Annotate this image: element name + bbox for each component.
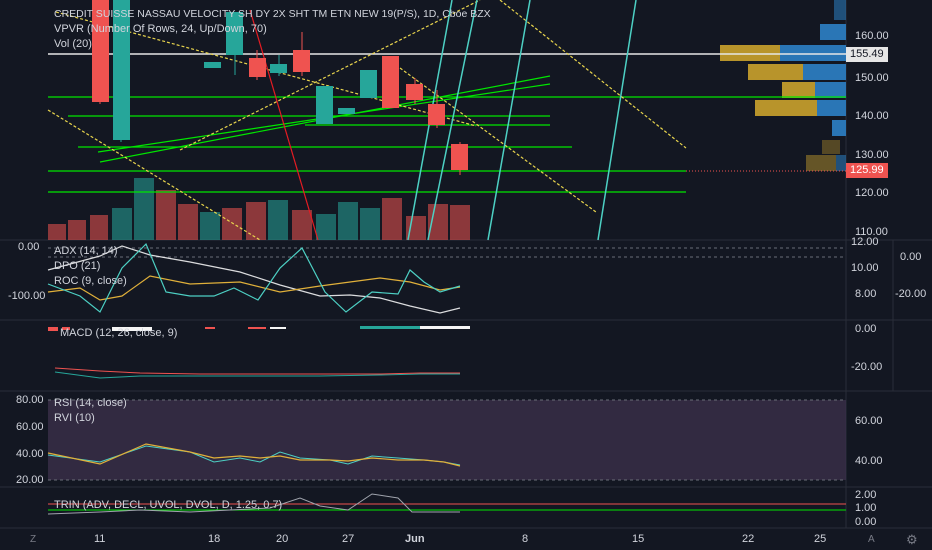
zoom-z-icon[interactable]: Z bbox=[30, 534, 37, 545]
candle bbox=[428, 104, 445, 125]
adx-pane bbox=[47, 242, 846, 314]
rsi-left-tick: 40.00 bbox=[16, 448, 44, 460]
rsi-right-tick: 40.00 bbox=[855, 455, 883, 467]
volume-bar bbox=[156, 190, 176, 240]
trin-line bbox=[47, 493, 460, 515]
price-tick: 150.00 bbox=[855, 72, 889, 84]
roc-line bbox=[47, 242, 461, 313]
rsi-pane bbox=[47, 399, 846, 481]
dpo-label[interactable]: DPO (21) bbox=[54, 260, 101, 272]
volume-bar bbox=[360, 208, 380, 240]
trin-right-tick: 0.00 bbox=[855, 516, 877, 528]
volume-bar bbox=[246, 202, 266, 240]
candle bbox=[204, 62, 221, 68]
rsi-label[interactable]: RSI (14, close) bbox=[54, 397, 127, 409]
time-tick: 18 bbox=[208, 533, 221, 545]
candle bbox=[249, 58, 266, 77]
time-tick: 27 bbox=[342, 533, 355, 545]
trin-right-tick: 1.00 bbox=[855, 502, 877, 514]
volume-bar bbox=[292, 210, 312, 240]
adx-right-tick: 8.00 bbox=[855, 288, 877, 300]
vpvr-histogram bbox=[720, 0, 846, 171]
gear-icon[interactable]: ⚙ bbox=[906, 532, 918, 547]
price-tick: 110.00 bbox=[855, 226, 888, 238]
time-tick: 15 bbox=[632, 533, 645, 545]
candle bbox=[382, 56, 399, 108]
volume-bar bbox=[48, 224, 66, 240]
horizontal-levels[interactable] bbox=[48, 96, 846, 193]
rsi-line bbox=[47, 445, 461, 466]
price-tick: 140.00 bbox=[855, 110, 889, 122]
price-tick: 120.00 bbox=[855, 187, 889, 199]
volume-bar bbox=[222, 208, 242, 240]
signal-line bbox=[54, 367, 460, 375]
candle bbox=[360, 70, 377, 98]
time-tick: Jun bbox=[405, 533, 425, 545]
last-price-tag: 155.49 bbox=[846, 47, 888, 62]
volume-bars bbox=[48, 178, 470, 240]
candle bbox=[92, 0, 109, 102]
rsi-left-tick: 20.00 bbox=[16, 474, 44, 486]
rvi-line bbox=[47, 443, 461, 467]
candle bbox=[406, 84, 423, 100]
price-tick: 160.00 bbox=[855, 30, 889, 42]
volume-bar bbox=[450, 205, 470, 240]
adx-far-right-tick: -20.00 bbox=[895, 288, 927, 300]
time-tick: 11 bbox=[94, 533, 106, 545]
trin-pane bbox=[47, 493, 846, 515]
volume-bar bbox=[178, 204, 198, 240]
volume-bar bbox=[112, 208, 132, 240]
rsi-band bbox=[48, 400, 846, 480]
candle bbox=[316, 86, 333, 124]
volume-bar bbox=[338, 202, 358, 240]
candle bbox=[451, 144, 468, 170]
rsi-left-tick: 80.00 bbox=[16, 394, 44, 406]
time-tick: 8 bbox=[522, 533, 529, 545]
time-tick: 22 bbox=[742, 533, 755, 545]
macd-right-tick: 0.00 bbox=[855, 323, 877, 335]
macd-right-tick: -20.00 bbox=[851, 361, 883, 373]
trin-label[interactable]: TRIN (ADV, DECL, UVOL, DVOL, D, 1.25, 0.… bbox=[54, 499, 283, 511]
volume-bar bbox=[68, 220, 86, 240]
candles bbox=[92, 0, 468, 175]
volume-bar bbox=[90, 215, 108, 240]
adx-label[interactable]: ADX (14, 14) bbox=[54, 245, 118, 257]
macd-label[interactable]: MACD (12, 26, close, 9) bbox=[60, 327, 178, 339]
volume-bar bbox=[268, 200, 288, 240]
adx-left-tick: 0.00 bbox=[18, 241, 40, 253]
vpvr-label[interactable]: VPVR (Number Of Rows, 24, Up/Down, 70) bbox=[54, 23, 267, 35]
candle bbox=[338, 108, 355, 114]
macd-pane bbox=[48, 326, 470, 379]
trin-right-tick: 2.00 bbox=[855, 489, 877, 501]
adx-right-tick: 12.00 bbox=[851, 236, 879, 248]
adx-right-tick: 10.00 bbox=[851, 262, 879, 274]
rsi-right-tick: 60.00 bbox=[855, 415, 883, 427]
volume-bar bbox=[316, 214, 336, 240]
adx-far-right-tick: 0.00 bbox=[900, 251, 922, 263]
volume-bar bbox=[382, 198, 402, 240]
candle bbox=[270, 64, 287, 73]
macd-line bbox=[54, 371, 460, 379]
volume-bar bbox=[134, 178, 154, 240]
adx-line bbox=[47, 245, 461, 314]
time-tick: 20 bbox=[276, 533, 289, 545]
rsi-left-tick: 60.00 bbox=[16, 421, 44, 433]
candle bbox=[293, 50, 310, 72]
volume-label[interactable]: Vol (20) bbox=[54, 38, 92, 50]
candle bbox=[113, 0, 130, 140]
time-tick: 25 bbox=[814, 533, 827, 545]
red-trend-line[interactable] bbox=[249, 9, 319, 241]
rvi-label[interactable]: RVI (10) bbox=[54, 412, 95, 424]
volume-bar bbox=[200, 212, 220, 240]
candle bbox=[226, 12, 243, 55]
current-price-tag: 125.99 bbox=[846, 163, 888, 178]
adx-left-tick: -100.00 bbox=[8, 290, 46, 302]
chart-title: CREDIT SUISSE NASSAU VELOCITY SH DY 2X S… bbox=[54, 8, 491, 20]
roc-label[interactable]: ROC (9, close) bbox=[54, 275, 127, 287]
auto-scale-icon[interactable]: A bbox=[868, 534, 875, 545]
price-tick: 130.00 bbox=[855, 149, 889, 161]
